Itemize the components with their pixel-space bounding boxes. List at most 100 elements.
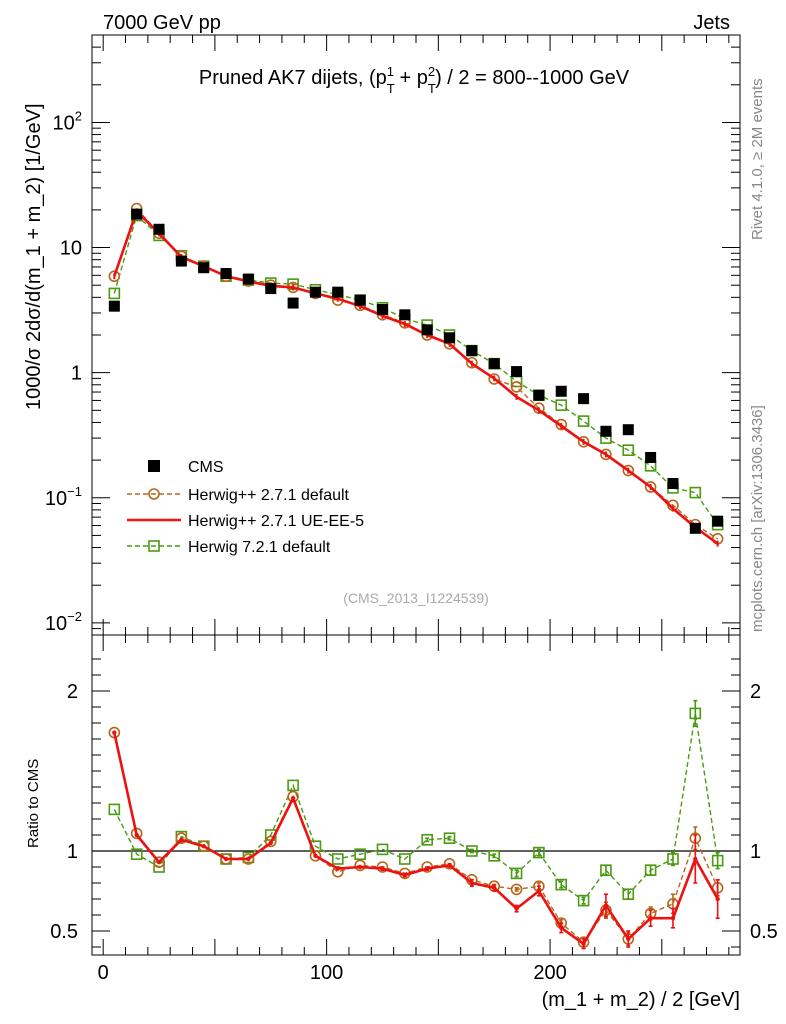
cms-data-point [131,208,143,220]
herwig-2-7-1-default-ratio-point [197,840,210,853]
legend-herwig-7-2-1-default-marker [148,540,160,552]
herwig-7-2-1-default-point [622,444,635,457]
herwig-2-7-1-default-ratio-point [264,835,277,848]
herwig-7-2-1-default-ratio-point [376,843,389,856]
herwig-7-2-1-default-ratio-point [555,878,568,891]
cms-data-point [287,297,299,309]
herwig-7-2-1-default-ratio-point [711,854,724,867]
header-left: 7000 GeV pp [103,12,221,34]
mcplots-label: mcplots.cern.ch [arXiv:1306.3436] [749,405,766,632]
herwig-2-7-1-default-ratio-point [510,883,523,896]
herwig-2-7-1-default-ratio-point [130,827,143,840]
herwig-7-2-1-default-ratio-point [600,864,612,877]
cms-data-point [667,478,679,490]
herwig-7-2-1-default-ratio-point [466,845,478,857]
cms-data-point [354,294,366,306]
herwig-7-2-1-default-ratio-point [577,894,590,907]
cms-data-point [578,393,590,405]
cms-data-point [712,515,724,527]
legend-herwig-7-2-1-default-label: Herwig 7.2.1 default [188,539,331,556]
herwig-2-7-1-ue-ee-5-ratio-point [424,866,430,871]
cms-data-point [376,303,388,315]
herwig-2-7-1-default-ratio-point [153,856,165,869]
herwig-2-7-1-default-ratio-point [175,832,188,845]
ratio-ytick-label-right: 2 [750,681,761,703]
cms-data-point [488,358,500,370]
ratio-ytick-label-right: 1 [750,841,761,863]
herwig-2-7-1-default-point [644,481,657,493]
herwig-7-2-1-default-ratio-point [331,853,344,865]
herwig-2-7-1-ue-ee-5-ratio-point [581,941,586,946]
ratio-ytick-label-left: 2 [67,681,78,703]
herwig-2-7-1-ue-ee-5-ratio-point [357,864,363,870]
herwig-7-2-1-default-point [555,399,568,411]
ratio-ytick-label-left: 1 [67,841,78,863]
cms-data-point [645,451,657,463]
ratio-ylabel: Ratio to CMS [25,759,42,848]
herwig-7-2-1-default-point [689,486,702,499]
herwig-7-2-1-default-ratio-point [399,853,411,865]
herwig-7-2-1-default-point [108,287,121,300]
herwig-7-2-1-default-ratio-point [533,846,545,859]
herwig-7-2-1-default-ratio-point [108,803,121,816]
herwig-2-7-1-ue-ee-5-ratio-point [603,903,609,908]
herwig-2-7-1-ue-ee-5-ratio-point [402,872,408,878]
legend-herwig-2-7-1-ue-ee-5-label: Herwig++ 2.7.1 UE-EE-5 [188,513,364,530]
herwig-2-7-1-ue-ee-5-ratio-point [179,837,184,842]
header-right: Jets [693,12,730,34]
main-ylabel: 1000/σ 2dσ/d(m_1 + m_2) [1/GeV] [23,103,45,410]
herwig-2-7-1-ue-ee-5-line [113,208,719,545]
herwig-7-2-1-default-ratio-point [130,848,143,861]
herwig-2-7-1-ue-ee-5-ratio-point [112,730,117,735]
herwig-2-7-1-default-ratio-point [443,857,456,870]
herwig-2-7-1-ue-ee-5-ratio-point [514,906,519,911]
herwig-2-7-1-ue-ee-5-ratio-point [246,856,251,862]
herwig-2-7-1-ue-ee-5-ratio-point [492,885,497,890]
herwig-7-2-1-default-ratio-point [488,849,501,862]
herwig-2-7-1-ue-ee-5-ratio-point [693,856,698,862]
herwig-2-7-1-default-point [577,436,590,448]
herwig-2-7-1-ue-ee-5-ratio-point [268,840,273,846]
cms-data-point [533,389,545,401]
cms-data-point [265,283,277,295]
x-tick-label: 200 [533,962,566,984]
cms-data-point [444,332,456,344]
herwig-7-2-1-default-ratio-point [287,779,299,792]
cms-data-point [399,309,411,321]
herwig-7-2-1-default-ratio-point [443,832,456,845]
herwig-2-7-1-default-point [555,418,568,431]
main-ytick-label: 1 [71,363,82,385]
herwig-2-7-1-ue-ee-5-ratio-point [536,888,542,894]
main-ytick-label: 10−2 [45,609,82,635]
ratio-ytick-label-right: 0.5 [750,921,778,943]
herwig-2-7-1-ue-ee-5-ratio-point [648,916,653,921]
herwig-7-2-1-default-ratio-point [689,707,702,720]
herwig-2-7-1-ue-ee-5-ratio-point [626,936,631,942]
herwig-7-2-1-default-ratio-point [644,864,657,877]
cms-data-point [689,522,701,534]
herwig-2-7-1-ue-ee-5-ratio-point [223,856,229,862]
herwig-2-7-1-ue-ee-5-ratio-line [113,732,719,946]
herwig-2-7-1-default-point [466,356,478,369]
x-tick-label: 100 [310,962,343,984]
cms-data-point [622,424,634,436]
cms-data-point [108,300,120,312]
herwig-2-7-1-ue-ee-5-ratio-point [313,853,318,858]
legend-herwig-2-7-1-default-label: Herwig++ 2.7.1 default [188,487,350,504]
x-axis-label: (m_1 + m_2) / 2 [GeV] [542,989,740,1011]
cms-data-point [153,223,165,235]
main-ytick-label: 10 [60,238,82,260]
herwig-2-7-1-ue-ee-5-ratio-point [447,863,452,868]
herwig-2-7-1-default-point [622,464,635,477]
herwig-2-7-1-ue-ee-5-ratio-point [134,832,139,838]
cms-data-point [309,286,321,298]
cms-data-point [421,324,433,336]
herwig-7-2-1-default-point [577,415,590,427]
ratio-panel-frame [91,634,741,956]
herwig-7-2-1-default-ratio-line [113,713,719,902]
herwig-7-2-1-default-ratio-point [510,867,523,880]
x-tick-label: 0 [98,962,109,984]
herwig-7-2-1-default-ratio-point [421,833,433,846]
herwig-2-7-1-ue-ee-5-ratio-point [156,860,162,865]
